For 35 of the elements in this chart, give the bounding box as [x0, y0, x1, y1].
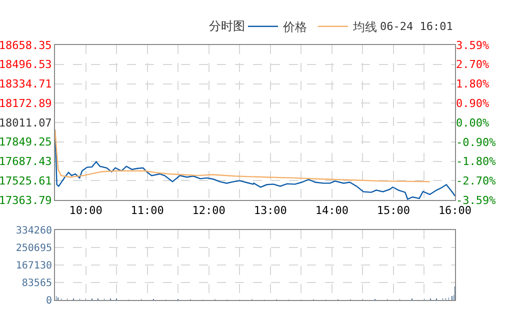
y-tick-label: 0	[46, 296, 52, 306]
y-tick-label: 18011.07	[0, 116, 52, 130]
y2-tick-label: -3.59%	[456, 194, 496, 207]
y-tick-label: 17525.61	[0, 174, 52, 188]
y-tick-label: 83565	[22, 278, 52, 289]
x-tick-label: 16:00	[438, 204, 472, 218]
y2-tick-label: 0.00%	[456, 116, 490, 130]
y-tick-label: 17687.43	[0, 155, 52, 168]
x-tick-label: 15:00	[376, 204, 410, 218]
legend-label: 价格	[282, 20, 307, 34]
x-tick-label: 14:00	[315, 204, 348, 218]
y2-tick-label: 2.70%	[456, 58, 490, 72]
y2-tick-label: -1.80%	[456, 155, 496, 168]
y-tick-label: 18172.89	[0, 96, 52, 110]
y-tick-label: 167130	[16, 260, 52, 272]
x-tick-label: 13:00	[254, 204, 287, 218]
line-series	[55, 129, 430, 182]
x-tick-label: 12:00	[192, 204, 226, 218]
y2-tick-label: 1.80%	[456, 77, 490, 90]
legend-label: 均线	[352, 20, 377, 34]
y2-tick-label: 0.90%	[456, 96, 490, 110]
y-tick-label: 18496.53	[0, 58, 52, 72]
y2-tick-label: -0.90%	[456, 136, 496, 149]
y-tick-label: 334260	[16, 226, 52, 236]
y-tick-label: 17363.79	[0, 194, 52, 207]
x-tick-label: 11:00	[130, 204, 164, 218]
chart-subtitle: 06-24 16:01	[380, 20, 453, 33]
y-tick-label: 17849.25	[0, 136, 52, 149]
y2-tick-label: -2.70%	[456, 174, 496, 188]
y-tick-label: 18334.71	[0, 78, 52, 91]
x-tick-label: 10:00	[69, 204, 102, 218]
y2-tick-label: 3.59%	[456, 38, 490, 52]
y-tick-label: 18658.35	[0, 38, 52, 52]
chart-title: 分时图	[209, 19, 245, 33]
y-tick-label: 250695	[16, 243, 52, 254]
